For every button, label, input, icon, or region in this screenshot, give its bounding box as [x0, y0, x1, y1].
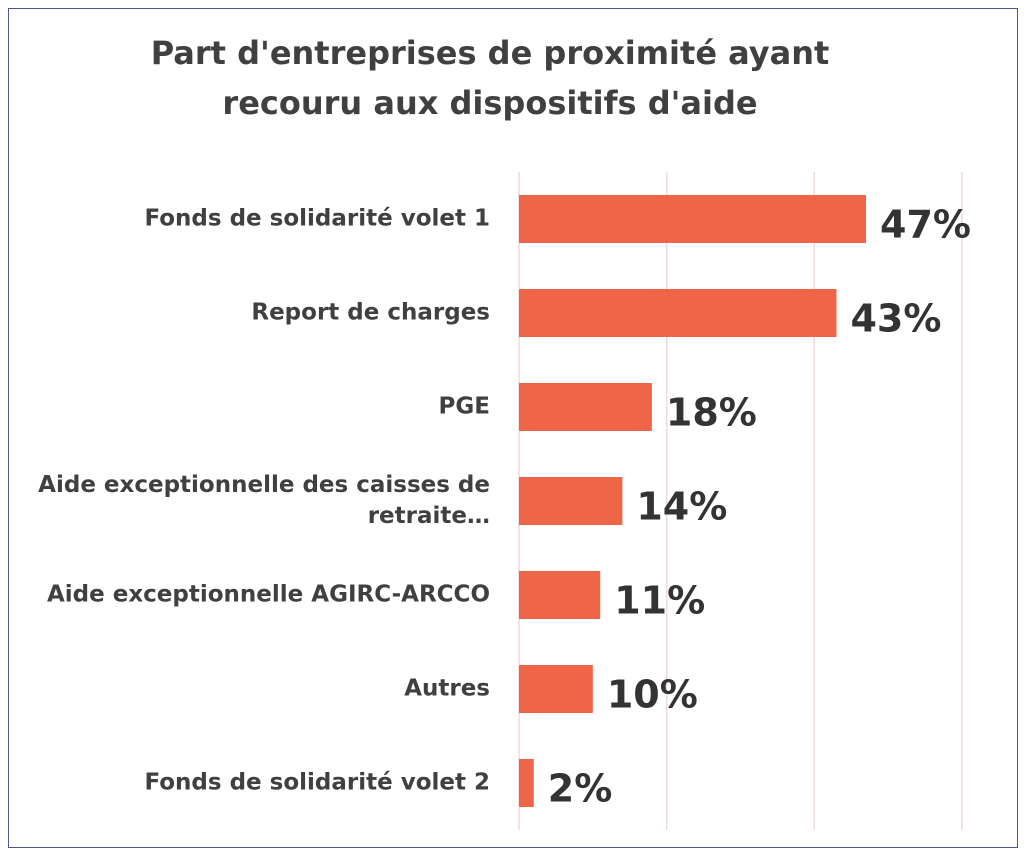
chart-title: Part d'entreprises de proximité ayant re… — [150, 34, 830, 122]
bar — [519, 665, 593, 713]
y-tick-label: Autres — [404, 675, 490, 702]
bar — [519, 477, 623, 525]
bar — [519, 383, 652, 431]
bar — [519, 195, 867, 243]
value-label: 14% — [636, 485, 727, 529]
bar — [519, 289, 837, 337]
y-tick-label: Report de charges — [251, 299, 490, 326]
value-label: 2% — [548, 767, 613, 811]
chart-frame — [8, 8, 1018, 848]
value-label: 43% — [850, 297, 941, 341]
y-tick-label: PGE — [438, 393, 490, 420]
value-label: 10% — [607, 673, 698, 717]
value-label: 18% — [666, 391, 757, 435]
bar — [519, 571, 601, 619]
value-label: 11% — [614, 579, 705, 623]
y-tick-label: Fonds de solidarité volet 2 — [144, 769, 490, 796]
y-tick-label: Aide exceptionnelle AGIRC-ARCCO — [46, 581, 490, 608]
bar — [519, 759, 534, 807]
y-tick-label: Fonds de solidarité volet 1 — [144, 205, 490, 232]
y-tick-label: Aide exceptionnelle des caisses de retra… — [38, 472, 490, 529]
value-label: 47% — [880, 203, 971, 247]
